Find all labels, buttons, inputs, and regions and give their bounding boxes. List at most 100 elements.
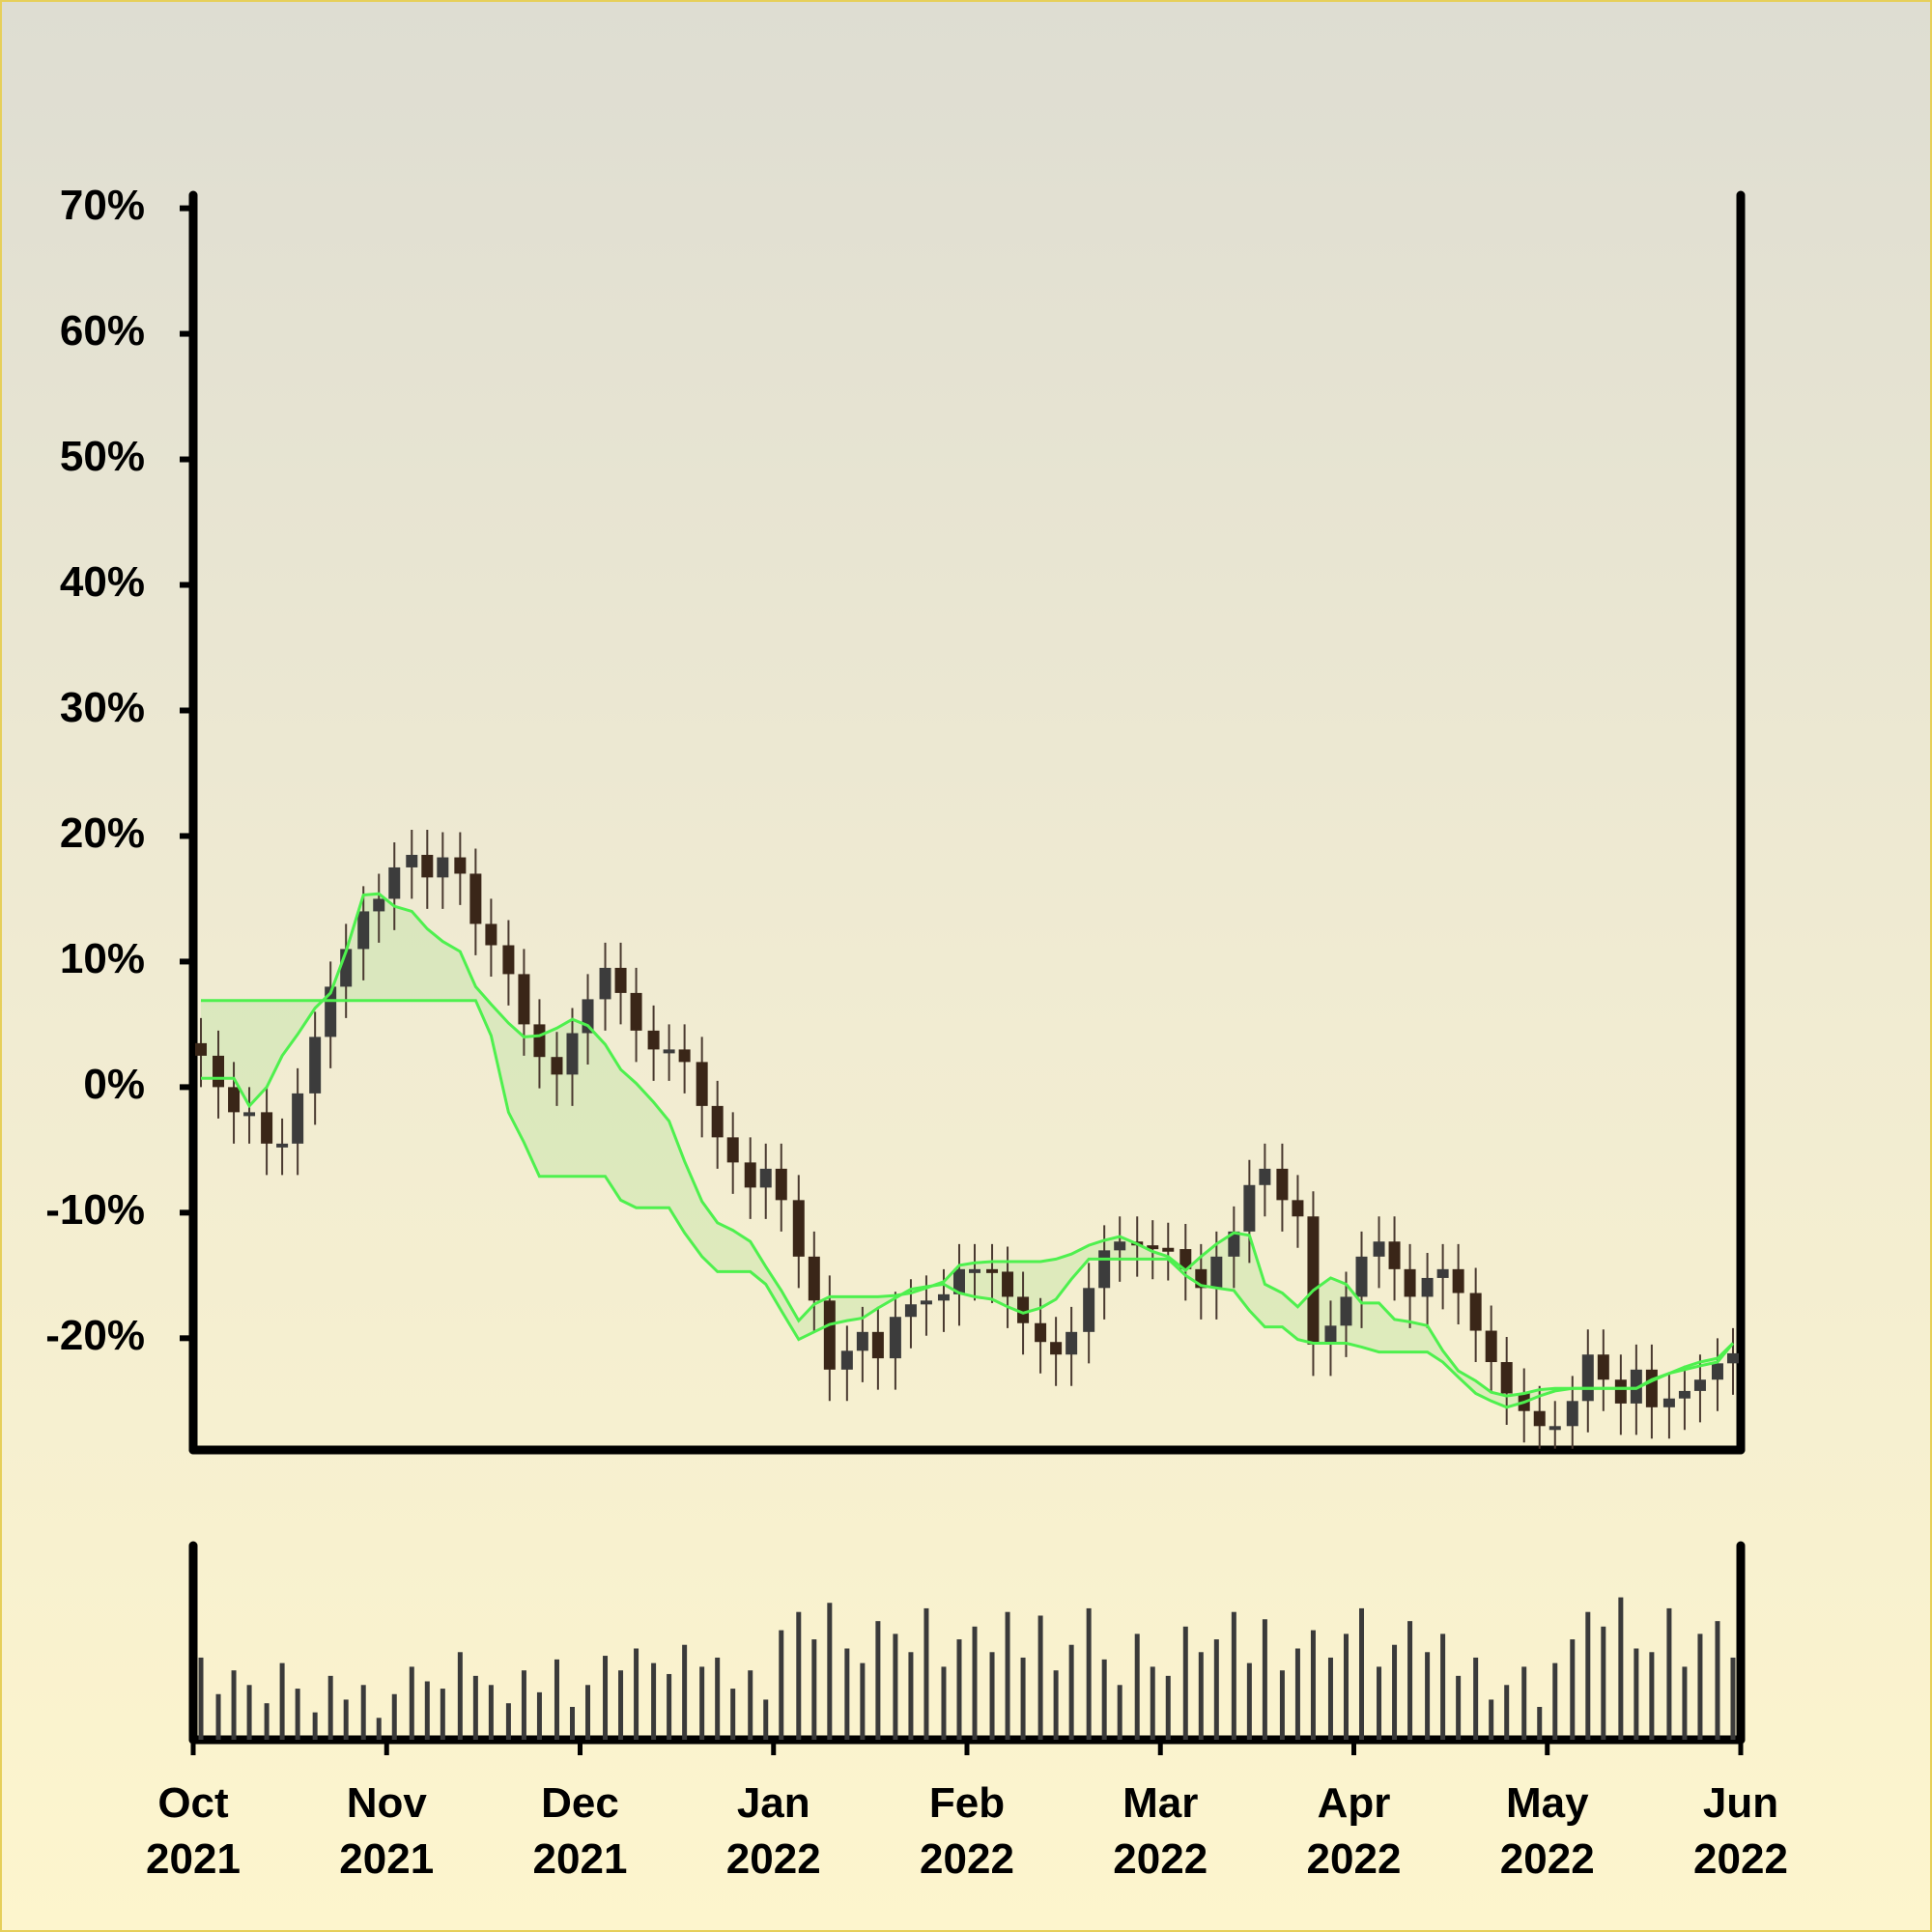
y-tick-label: 50%	[60, 433, 145, 480]
candle-body	[1162, 1247, 1175, 1252]
candle-body	[1566, 1401, 1578, 1427]
candle-body	[647, 1030, 660, 1050]
volume-bar	[1634, 1648, 1639, 1740]
volume-bar	[1456, 1675, 1462, 1740]
candle-body	[663, 1049, 675, 1054]
volume-bar	[1377, 1666, 1382, 1740]
y-tick-label: -10%	[45, 1186, 145, 1234]
volume-bar	[1697, 1634, 1703, 1740]
candle-body	[1292, 1200, 1304, 1217]
volume-bar	[1537, 1706, 1543, 1740]
candle-body	[1307, 1216, 1320, 1345]
candle-body	[276, 1143, 289, 1148]
candle-body	[1421, 1277, 1434, 1297]
candle-body	[840, 1350, 853, 1370]
volume-bar	[279, 1662, 285, 1740]
candle-body	[566, 1033, 579, 1075]
candle-body	[1098, 1250, 1111, 1289]
candle-body	[1388, 1241, 1401, 1269]
volume-bar	[779, 1630, 784, 1740]
volume-bar	[409, 1666, 414, 1740]
candle-body	[437, 857, 449, 878]
candle-body	[1228, 1231, 1240, 1257]
volume-bar	[875, 1621, 881, 1740]
cloud-line	[201, 892, 1735, 1398]
volume-bar	[1279, 1670, 1285, 1740]
candle-body	[1597, 1354, 1609, 1380]
volume-bar	[1618, 1597, 1624, 1740]
volume-bar	[1020, 1657, 1026, 1740]
cloud	[201, 894, 1733, 1407]
candle-body	[533, 1024, 546, 1058]
volume-bar	[536, 1691, 542, 1740]
volume-bar	[1262, 1619, 1267, 1740]
volume-bar	[424, 1681, 430, 1740]
volume-bar	[1440, 1634, 1446, 1740]
candle-body	[261, 1112, 273, 1144]
candle-body	[1693, 1379, 1706, 1391]
volume-bar	[1715, 1621, 1720, 1740]
candle-body	[406, 854, 418, 867]
candle-body	[1276, 1168, 1289, 1201]
volume-bar	[554, 1659, 559, 1740]
volume-bar	[1246, 1662, 1252, 1740]
candle-body	[357, 911, 370, 950]
candle-body	[292, 1093, 304, 1144]
candle-body	[388, 867, 401, 899]
volume-bar	[1086, 1607, 1092, 1740]
candle-body	[1065, 1331, 1078, 1355]
volume-bar	[1182, 1626, 1188, 1740]
candle-body	[1114, 1241, 1126, 1251]
volume-bar	[634, 1648, 639, 1740]
volume-bar	[457, 1652, 463, 1740]
volume-bar	[505, 1703, 511, 1740]
volume-bar	[844, 1648, 850, 1740]
volume-bar	[1327, 1657, 1333, 1740]
volume-bar	[327, 1675, 333, 1740]
candle-body	[1404, 1268, 1416, 1297]
volume-bar	[521, 1670, 526, 1740]
volume-bar	[682, 1644, 688, 1740]
candle-body	[485, 923, 497, 946]
volume-bar	[1213, 1639, 1219, 1740]
candle-body	[1548, 1426, 1561, 1431]
volume-bar	[585, 1685, 591, 1740]
volume-bar	[956, 1639, 962, 1740]
volume-bar	[763, 1699, 769, 1740]
candle-body	[775, 1168, 787, 1201]
candle-body	[1452, 1268, 1464, 1293]
volume-bar	[1585, 1611, 1591, 1740]
candle-body	[1581, 1354, 1594, 1402]
volume-bar	[1053, 1670, 1059, 1740]
volume-bar	[264, 1703, 270, 1740]
candle-body	[1147, 1245, 1159, 1250]
volume-bar	[923, 1607, 929, 1740]
y-tick-label: 30%	[60, 684, 145, 731]
candle-body	[1355, 1256, 1368, 1297]
volume-bar	[1666, 1607, 1672, 1740]
volume-bar	[1134, 1634, 1140, 1740]
candle-body	[823, 1300, 836, 1370]
volume-bar	[908, 1652, 914, 1740]
volume-bar	[1231, 1611, 1236, 1740]
y-tick-label: 10%	[60, 935, 145, 982]
candle-body	[630, 992, 642, 1031]
candle-body	[1711, 1363, 1723, 1380]
volume-bar	[699, 1666, 705, 1740]
candle-body	[469, 873, 482, 924]
x-tick-label: Oct 2021	[146, 1779, 241, 1883]
x-tick-label: Jan 2022	[725, 1779, 821, 1883]
candle-body	[1485, 1330, 1497, 1363]
y-tick-label: 60%	[60, 307, 145, 355]
candle-body	[889, 1317, 901, 1359]
candle-body	[1017, 1296, 1030, 1323]
volume-bar	[1521, 1666, 1527, 1740]
candle-body	[1340, 1296, 1352, 1326]
candle-body	[1469, 1293, 1482, 1331]
y-tick-label: 70%	[60, 182, 145, 229]
volume-bar	[811, 1639, 817, 1740]
candle-body	[920, 1300, 932, 1305]
candle-body	[904, 1304, 917, 1318]
